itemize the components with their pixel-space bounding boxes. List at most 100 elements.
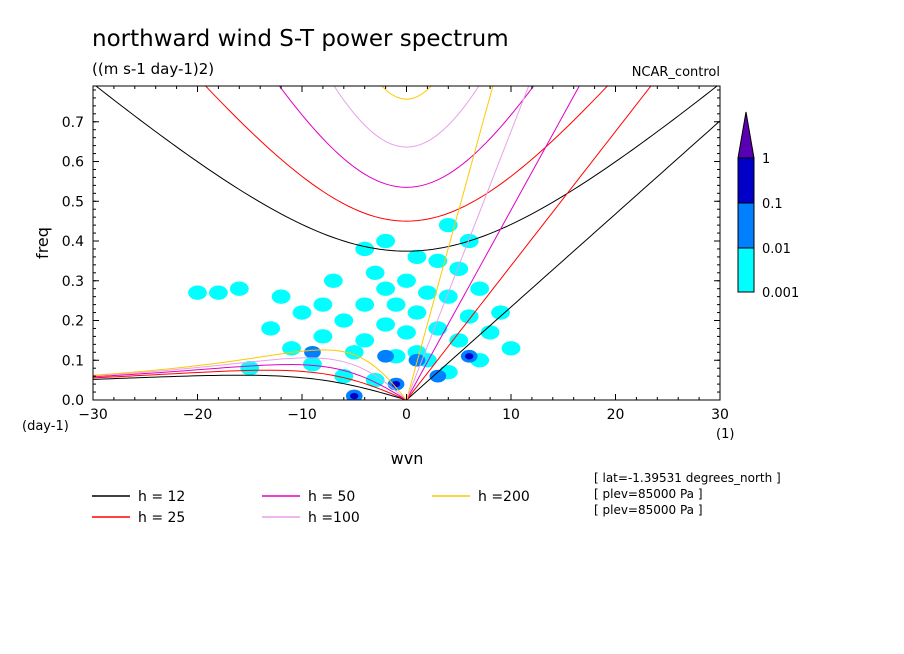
contour-blob-level1 [365, 265, 385, 280]
gravity-wave-curve [95, 86, 718, 252]
gravity-wave-curve [381, 86, 432, 100]
contour-blob-level1 [313, 297, 333, 312]
legend-label: h = 25 [138, 510, 185, 526]
contour-blob-level1 [334, 368, 354, 384]
y-axis-label: freq [33, 227, 52, 259]
contour-blob-level2 [377, 349, 394, 363]
contour-blob-level1 [323, 273, 343, 288]
y-tick-label: 0.3 [62, 274, 84, 290]
x-tick-label: 20 [607, 407, 625, 423]
chart-title: northward wind S-T power spectrum [92, 26, 509, 52]
contour-blob-level1 [240, 361, 260, 376]
run-label: NCAR_control [632, 65, 720, 80]
contour-blob-level1 [208, 285, 228, 300]
contour-blob-level1 [438, 289, 458, 304]
rossby-wave-curve [93, 349, 407, 400]
contour-blob-level1 [271, 289, 291, 304]
colorbar-overflow-triangle [737, 111, 755, 159]
y-tick-label: 0.4 [62, 234, 84, 250]
contour-blob-level1 [188, 285, 207, 300]
contour-blob-level1 [355, 333, 375, 348]
contour-blob-level3 [465, 353, 474, 360]
y-tick-label: 0.6 [62, 155, 84, 171]
legend: h = 12 h = 25 h = 50 h =100 h =200 [92, 489, 530, 526]
contour-blob-level3 [350, 392, 359, 400]
contour-blob-level1 [376, 317, 396, 332]
rossby-wave-curve [93, 374, 407, 400]
contour-blob-level1 [428, 253, 448, 269]
x-tick-label: −30 [78, 407, 108, 423]
gravity-wave-curve [278, 86, 535, 188]
chart-subtitle: ((m s-1 day-1)2) [92, 60, 214, 78]
contour-blob-level1 [344, 345, 364, 360]
y-tick-label: 0.5 [62, 194, 84, 210]
contour-blob-level1 [376, 233, 396, 249]
contour-blob-level1 [491, 305, 510, 320]
contour-blob-level1 [261, 321, 281, 336]
y-axis-unit: (day-1) [22, 419, 69, 434]
rossby-wave-curve [93, 364, 407, 400]
kelvin-wave-curve [406, 86, 530, 400]
x-tick-label: 0 [402, 407, 411, 423]
colorbar-label: 1 [762, 152, 770, 167]
legend-label: h = 50 [308, 489, 355, 505]
kelvin-wave-curve [406, 86, 494, 400]
colorbar-swatch [737, 247, 755, 293]
contour-blob-level1 [292, 305, 312, 320]
y-tick-label: 0.2 [62, 314, 84, 330]
contour-blob-level1 [397, 273, 416, 288]
contour-blob-level1 [386, 297, 406, 312]
rossby-wave-curve [93, 369, 407, 400]
dispersion-curves [93, 86, 720, 400]
contour-blob-level1 [470, 281, 490, 296]
contour-blob-level1 [229, 281, 249, 296]
kelvin-wave-curve [406, 120, 720, 400]
contour-blob-level1 [407, 249, 427, 265]
colorbar-swatch [737, 157, 755, 204]
x-tick-label: −10 [287, 407, 317, 423]
plot-frame [92, 85, 721, 401]
info-line: [ plev=85000 Pa ] [594, 503, 703, 517]
contour-blob-level1 [449, 333, 469, 348]
contour-blob-level1 [303, 357, 322, 372]
contour-blob-level1 [355, 241, 375, 257]
legend-label: h = 12 [138, 489, 185, 505]
contour-blob-level1 [438, 217, 458, 233]
x-tick-label: 10 [502, 407, 520, 423]
contour-blob-level2 [429, 369, 447, 383]
gravity-wave-curve [333, 86, 480, 148]
y-tick-label: 0.7 [62, 115, 84, 131]
contour-blob-level1 [313, 329, 333, 344]
colorbar-label: 0.1 [762, 197, 783, 212]
colorbar-swatch [737, 202, 755, 249]
x-axis-label: wvn [391, 449, 424, 468]
colorbar-label: 0.01 [762, 242, 791, 257]
rossby-wave-curve [93, 357, 407, 400]
contour-blob-level1 [428, 321, 448, 336]
y-tick-label: 0.1 [62, 353, 84, 369]
x-axis-unit: (1) [716, 427, 734, 442]
contour-blob-level1 [501, 341, 521, 356]
contour-blob-level2 [304, 345, 321, 359]
contour-blob-level1 [480, 325, 500, 340]
contour-blob-level1 [417, 285, 437, 300]
info-block: [ lat=-1.39531 degrees_north ] [ plev=85… [594, 471, 781, 517]
y-tick-label: 0.0 [62, 393, 84, 409]
legend-label: h =100 [308, 510, 360, 526]
gravity-wave-curve [204, 86, 609, 222]
colorbar: 0.001 0.01 0.1 1 [737, 111, 799, 301]
contour-blob-level1 [407, 305, 427, 320]
contour-blob-level1 [355, 297, 375, 312]
x-tick-label: 30 [711, 407, 729, 423]
info-line: [ lat=-1.39531 degrees_north ] [594, 471, 781, 485]
legend-label: h =200 [478, 489, 530, 505]
axes: −30 −20 −10 0 10 20 30 0.0 0.1 0.2 0.3 0.4 0.5 0.6 0.7 [62, 86, 729, 423]
contour-blob-level1 [449, 261, 469, 276]
contour-blob-level1 [397, 325, 416, 340]
info-line: [ plev=85000 Pa ] [594, 487, 703, 501]
kelvin-wave-curve [406, 86, 580, 400]
contour-blob-level1 [376, 281, 396, 296]
contour-blob-level1 [365, 372, 385, 388]
colorbar-label: 0.001 [762, 286, 799, 301]
